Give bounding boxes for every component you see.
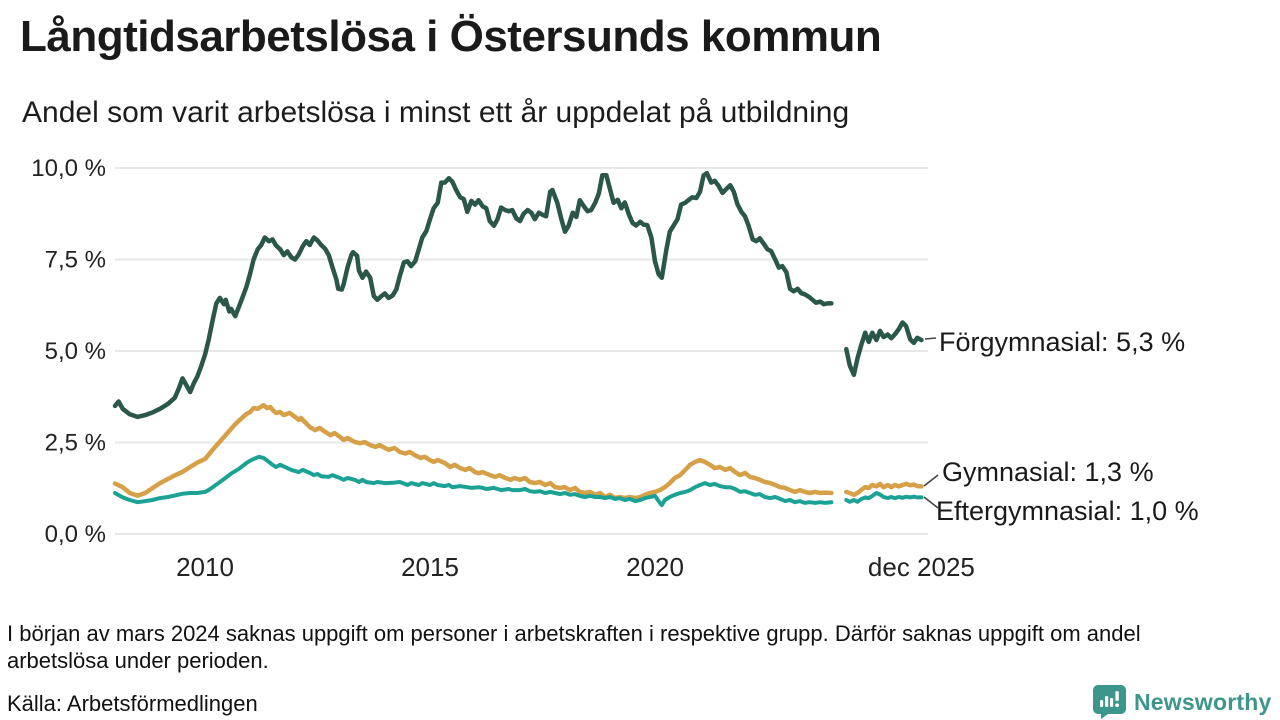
x-axis-tick-label: dec 2025	[868, 552, 975, 582]
page-title: Långtidsarbetslösa i Östersunds kommun	[20, 12, 882, 61]
page-subtitle: Andel som varit arbetslösa i minst ett å…	[22, 96, 850, 129]
x-axis-tick-label: 2010	[176, 552, 234, 582]
series-line-eftergymnasial	[844, 491, 924, 504]
series-end-label-eftergymnasial: Eftergymnasial: 1,0 %	[936, 496, 1199, 526]
y-axis-tick-label: 2,5 %	[45, 430, 106, 457]
series-line-förgymnasial	[844, 320, 924, 378]
label-connector	[924, 337, 937, 340]
x-axis-tick-label: 2020	[626, 552, 684, 582]
brand-name: Newsworthy	[1134, 688, 1272, 715]
series-line-förgymnasial	[112, 170, 834, 420]
x-axis-tick-label: 2015	[401, 552, 459, 582]
y-axis-tick-label: 5,0 %	[45, 338, 106, 365]
y-axis-tick-label: 0,0 %	[45, 521, 106, 548]
chart-footnote: I början av mars 2024 saknas uppgift om …	[7, 621, 1141, 673]
bar-chart-speech-bubble-icon	[1093, 685, 1126, 719]
series-line-gymnasial	[844, 481, 924, 498]
newsworthy-branding: Newsworthy	[1093, 685, 1271, 719]
series-end-label-gymnasial: Gymnasial: 1,3 %	[942, 457, 1154, 487]
series-line-gymnasial	[112, 402, 834, 501]
source-attribution: Källa: Arbetsförmedlingen	[7, 691, 258, 716]
series-end-label-forgymnasial: Förgymnasial: 5,3 %	[939, 327, 1186, 357]
label-connector	[923, 474, 939, 487]
line-chart: 0,0 % 2,5 % 5,0 % 7,5 % 10,0 % 2010 2015 2020 de…	[31, 155, 975, 582]
y-axis-tick-label: 10,0 %	[31, 155, 106, 182]
y-axis-tick-label: 7,5 %	[45, 247, 106, 274]
series-line-eftergymnasial	[113, 454, 834, 508]
label-connector	[923, 496, 939, 509]
